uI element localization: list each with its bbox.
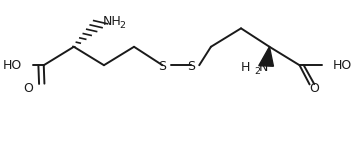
Text: N: N xyxy=(259,61,268,74)
Text: S: S xyxy=(158,60,166,73)
Text: 2: 2 xyxy=(255,67,261,76)
Polygon shape xyxy=(259,47,273,66)
Text: HO: HO xyxy=(333,59,352,72)
Text: S: S xyxy=(187,60,196,73)
Text: NH: NH xyxy=(102,15,121,28)
Text: H: H xyxy=(241,61,250,74)
Text: HO: HO xyxy=(3,59,22,72)
Text: 2: 2 xyxy=(120,21,126,30)
Text: O: O xyxy=(23,82,33,95)
Text: O: O xyxy=(310,82,320,95)
